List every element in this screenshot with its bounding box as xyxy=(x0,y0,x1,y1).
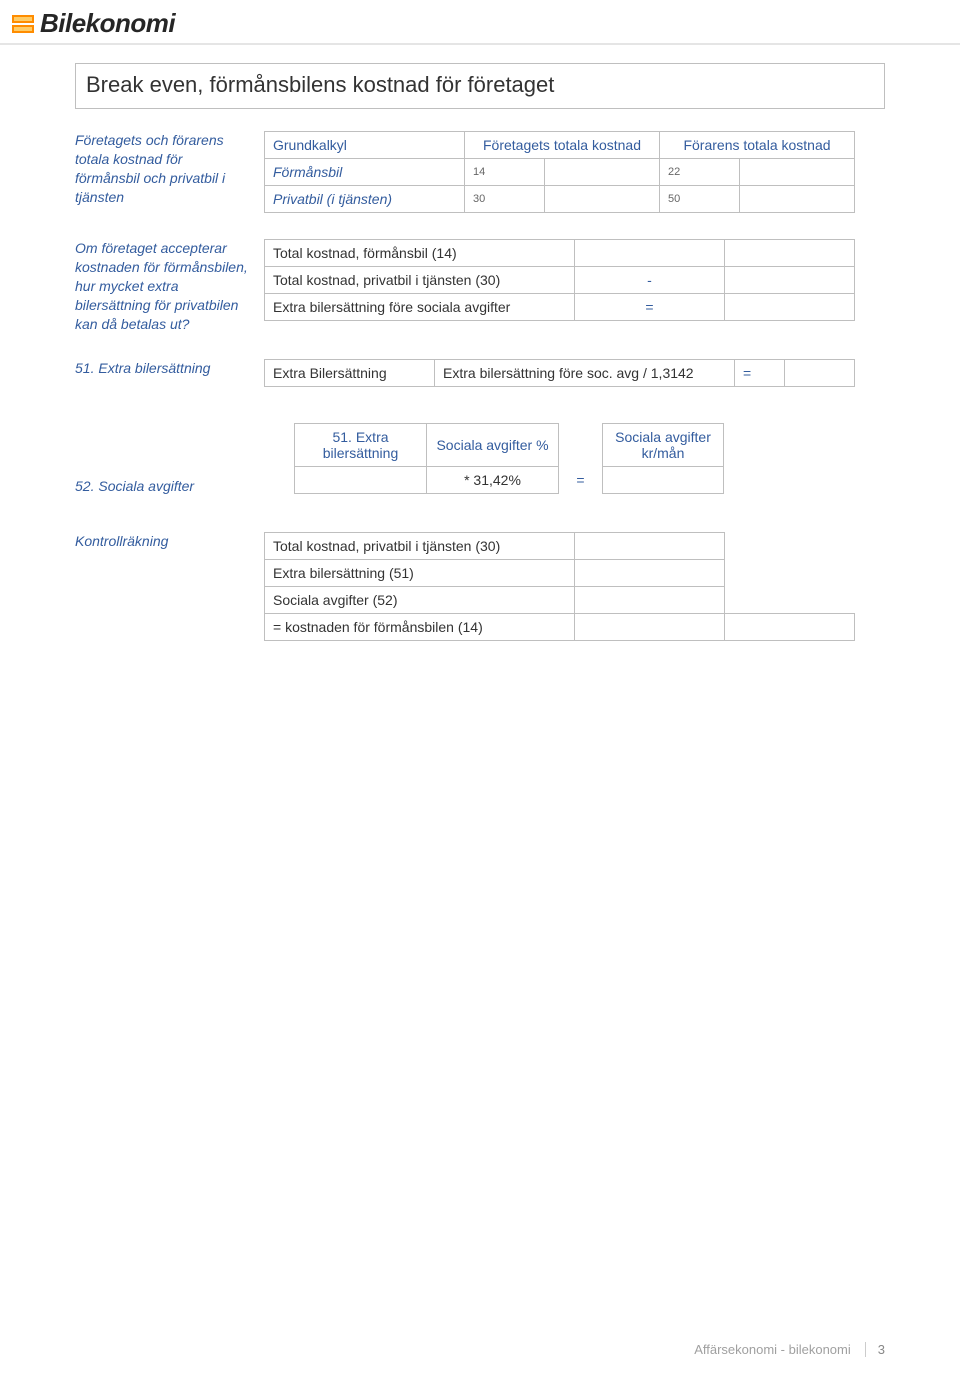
logo-mark-icon xyxy=(12,15,34,33)
row-val xyxy=(725,267,855,294)
section3-side: 51. Extra bilersättning xyxy=(75,359,250,378)
row-val xyxy=(725,240,855,267)
logo-text: Bilekonomi xyxy=(40,8,175,39)
row-op: = xyxy=(575,294,725,321)
footer: Affärsekonomi - bilekonomi 3 xyxy=(694,1342,885,1357)
section4-side: 52. Sociala avgifter xyxy=(75,423,250,496)
row-label: Extra bilersättning (51) xyxy=(265,560,575,587)
th-forarens: Förarens totala kostnad xyxy=(660,132,855,159)
cell-op: = xyxy=(735,360,785,387)
cell-left: Extra Bilersättning xyxy=(265,360,435,387)
section1-side: Företagets och förarens totala kostnad f… xyxy=(75,131,250,207)
spacer xyxy=(559,424,603,467)
row-label: Sociala avgifter (52) xyxy=(265,587,575,614)
cell-v2 xyxy=(740,159,855,186)
cell-v1 xyxy=(545,159,660,186)
sociala-avgifter-table: 51. Extra bilersättning Sociala avgifter… xyxy=(294,423,724,494)
footer-text: Affärsekonomi - bilekonomi xyxy=(694,1342,851,1357)
th-a: 51. Extra bilersättning xyxy=(295,424,427,467)
row-val xyxy=(725,294,855,321)
row-label: Total kostnad, förmånsbil (14) xyxy=(265,240,575,267)
row-privatbil-label: Privatbil (i tjänsten) xyxy=(265,186,465,213)
title-box: Break even, förmånsbilens kostnad för fö… xyxy=(75,63,885,109)
cell-v1 xyxy=(545,186,660,213)
page-title: Break even, förmånsbilens kostnad för fö… xyxy=(86,72,874,98)
cell-n2: 22 xyxy=(660,159,740,186)
cell-n1: 30 xyxy=(465,186,545,213)
row-label: Extra bilersättning före sociala avgifte… xyxy=(265,294,575,321)
kostnad-table: Total kostnad, förmånsbil (14) Total kos… xyxy=(264,239,855,321)
row-val xyxy=(575,587,725,614)
row-val xyxy=(575,560,725,587)
th-foretagets: Företagets totala kostnad xyxy=(465,132,660,159)
cell-d xyxy=(603,467,724,494)
row-op: - xyxy=(575,267,725,294)
row-extra xyxy=(725,614,855,641)
cell-b: * 31,42% xyxy=(427,467,559,494)
row-label: Total kostnad, privatbil i tjänsten (30) xyxy=(265,533,575,560)
row-val xyxy=(575,533,725,560)
th-b: Sociala avgifter % xyxy=(427,424,559,467)
cell-mid: Extra bilersättning före soc. avg / 1,31… xyxy=(435,360,735,387)
grundkalkyl-table: Grundkalkyl Företagets totala kostnad Fö… xyxy=(264,131,855,213)
spacer xyxy=(725,560,855,587)
row-val xyxy=(575,614,725,641)
extra-bilers-table: Extra Bilersättning Extra bilersättning … xyxy=(264,359,855,387)
page-number: 3 xyxy=(865,1342,885,1357)
logo: Bilekonomi xyxy=(0,0,960,45)
section2-side: Om företaget accepterar kostnaden för fö… xyxy=(75,239,250,333)
row-label: Total kostnad, privatbil i tjänsten (30) xyxy=(265,267,575,294)
row-formansbil-label: Förmånsbil xyxy=(265,159,465,186)
cell-n1: 14 xyxy=(465,159,545,186)
row-op xyxy=(575,240,725,267)
section5-side: Kontrollräkning xyxy=(75,532,250,551)
cell-a xyxy=(295,467,427,494)
kontrollrakning-table: Total kostnad, privatbil i tjänsten (30)… xyxy=(264,532,855,641)
cell-c: = xyxy=(559,467,603,494)
spacer xyxy=(725,587,855,614)
cell-val xyxy=(785,360,855,387)
th-grundkalkyl: Grundkalkyl xyxy=(265,132,465,159)
row-label: = kostnaden för förmånsbilen (14) xyxy=(265,614,575,641)
cell-n2: 50 xyxy=(660,186,740,213)
spacer xyxy=(725,533,855,560)
cell-v2 xyxy=(740,186,855,213)
th-d: Sociala avgifter kr/mån xyxy=(603,424,724,467)
